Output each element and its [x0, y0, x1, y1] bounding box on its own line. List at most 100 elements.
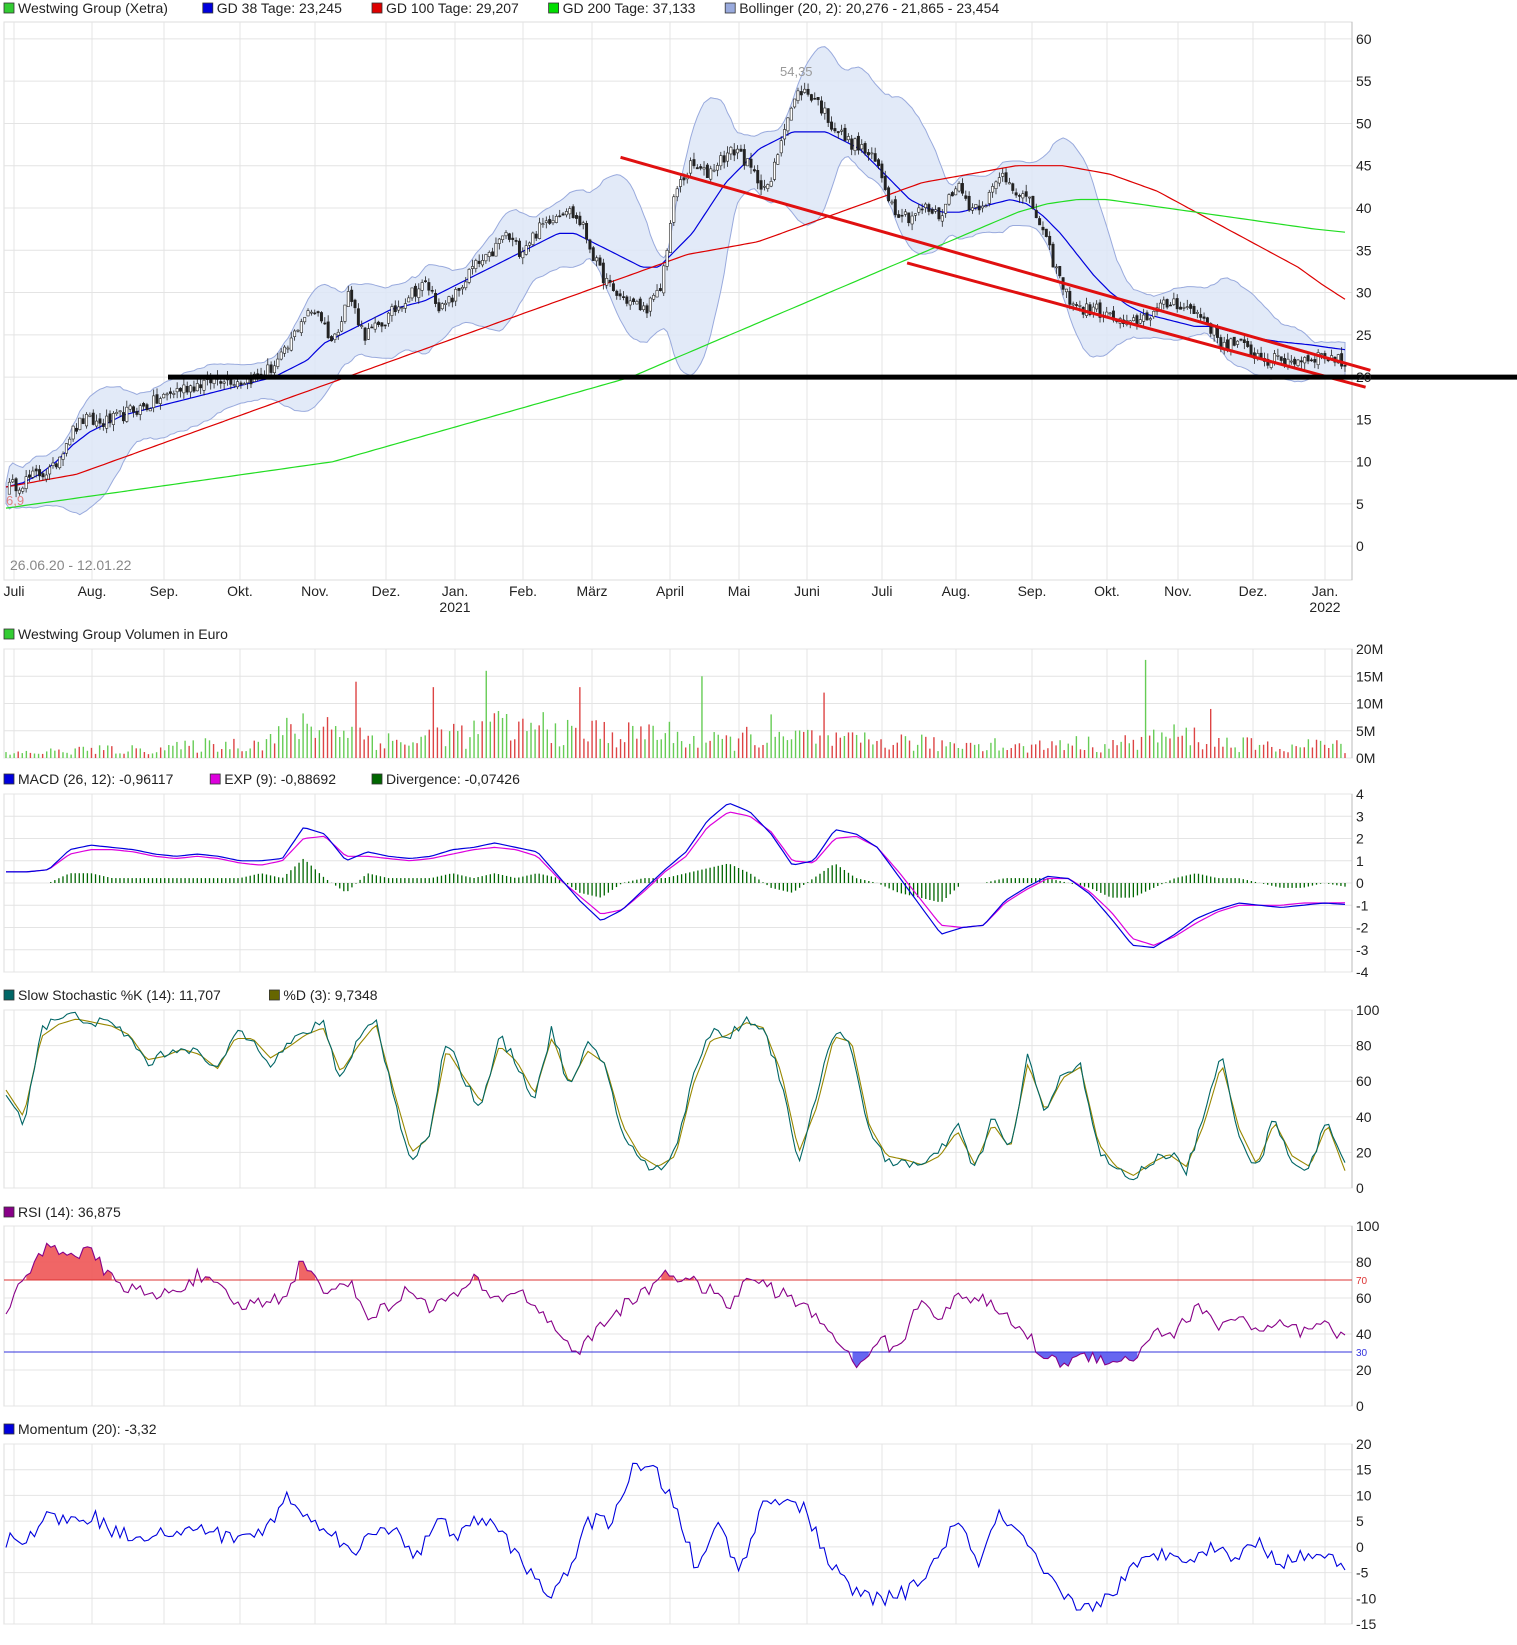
y-tick-label: 35 — [1356, 242, 1372, 258]
y-tick-label: 3 — [1356, 808, 1364, 824]
candle-up — [910, 215, 914, 225]
candle-up — [746, 158, 750, 167]
y-tick-label: 40 — [1356, 200, 1372, 216]
candle-up — [85, 413, 89, 427]
candle-down — [752, 169, 756, 172]
candle-up — [786, 117, 790, 132]
candle-down — [511, 237, 515, 240]
candle-down — [967, 195, 971, 211]
candle-down — [450, 297, 454, 303]
candle-up — [158, 398, 162, 404]
candle-up — [148, 408, 152, 412]
candle-up — [11, 479, 15, 483]
candle-up — [974, 204, 978, 208]
candle-down — [742, 149, 746, 166]
y-tick-label: 15 — [1356, 411, 1372, 427]
x-tick-label: Feb. — [509, 583, 537, 599]
candle-up — [544, 220, 548, 223]
trendline — [620, 155, 1371, 372]
candle-down — [608, 279, 612, 283]
candle-down — [1226, 339, 1230, 350]
candle-down — [548, 219, 552, 224]
plot-area — [3, 1009, 1353, 1189]
candle-up — [1132, 317, 1136, 322]
rsi-70-label: 70 — [1356, 1276, 1368, 1287]
candle-up — [501, 235, 505, 241]
legend-swatch — [209, 773, 221, 785]
candle-up — [162, 393, 166, 399]
candle-down — [705, 164, 709, 178]
legend-swatch — [548, 2, 559, 14]
y-tick-label: 60 — [1356, 1073, 1372, 1089]
candle-up — [1273, 353, 1277, 363]
candle-up — [266, 364, 270, 376]
candle-up — [531, 232, 535, 245]
candle-up — [118, 410, 122, 413]
candle-down — [269, 364, 273, 373]
candle-down — [1038, 218, 1042, 226]
candle-up — [564, 211, 568, 216]
candle-up — [521, 251, 525, 259]
y-tick-label: -4 — [1356, 964, 1369, 980]
candle-down — [1175, 298, 1179, 310]
candle-down — [427, 282, 431, 291]
candle-down — [1192, 305, 1196, 314]
candle-down — [356, 308, 360, 326]
candle-up — [840, 129, 844, 132]
candle-up — [665, 250, 669, 267]
candle-up — [793, 98, 797, 108]
y-tick-label: 55 — [1356, 73, 1372, 89]
y-tick-label: 40 — [1356, 1109, 1372, 1125]
candle-up — [648, 297, 652, 312]
candle-down — [1098, 302, 1102, 318]
candle-up — [934, 209, 938, 212]
candle-down — [937, 207, 941, 220]
candle-down — [645, 305, 649, 314]
y-tick-label: 15M — [1356, 668, 1383, 684]
candle-down — [900, 214, 904, 217]
candle-down — [863, 143, 867, 154]
y-tick-label: 0M — [1356, 750, 1375, 766]
candle-up — [675, 188, 679, 198]
candle-up — [410, 287, 414, 299]
y-tick-label: -3 — [1356, 942, 1369, 958]
candle-up — [407, 297, 411, 303]
candle-down — [477, 260, 481, 264]
y-tick-label: -10 — [1356, 1590, 1376, 1606]
ma100-line — [5, 165, 1346, 488]
y-tick-label: 25 — [1356, 327, 1372, 343]
y-tick-label: 2 — [1356, 831, 1364, 847]
candle-down — [615, 290, 619, 296]
candle-down — [907, 212, 911, 224]
candle-down — [699, 166, 703, 169]
candle-down — [1249, 344, 1253, 356]
candle-up — [360, 325, 364, 328]
candle-up — [128, 405, 132, 410]
candle-up — [494, 242, 498, 257]
candle-up — [715, 165, 719, 171]
legend-label: Westwing Group Volumen in Euro — [18, 626, 228, 642]
y-tick-label: -5 — [1356, 1565, 1369, 1581]
candle-down — [1293, 358, 1297, 365]
candle-up — [1142, 314, 1146, 322]
candle-down — [199, 384, 203, 389]
y-tick-label: 60 — [1356, 1290, 1372, 1306]
y-tick-label: 10M — [1356, 696, 1383, 712]
candle-down — [873, 153, 877, 162]
candle-up — [48, 466, 52, 475]
candle-down — [591, 247, 595, 261]
candle-down — [1279, 356, 1283, 361]
legend-label: %D (3): 9,7348 — [283, 987, 377, 1003]
candle-up — [766, 184, 770, 189]
candle-up — [464, 281, 468, 289]
candle-up — [1195, 311, 1199, 314]
candle-down — [383, 324, 387, 327]
candle-up — [541, 223, 545, 226]
y-tick-label: 20 — [1356, 1144, 1372, 1160]
candle-up — [68, 438, 72, 446]
candle-up — [125, 406, 129, 422]
candle-down — [1018, 195, 1021, 197]
y-tick-label: 10 — [1356, 454, 1372, 470]
candle-up — [662, 265, 666, 294]
x-tick-label: Sep. — [150, 583, 179, 599]
